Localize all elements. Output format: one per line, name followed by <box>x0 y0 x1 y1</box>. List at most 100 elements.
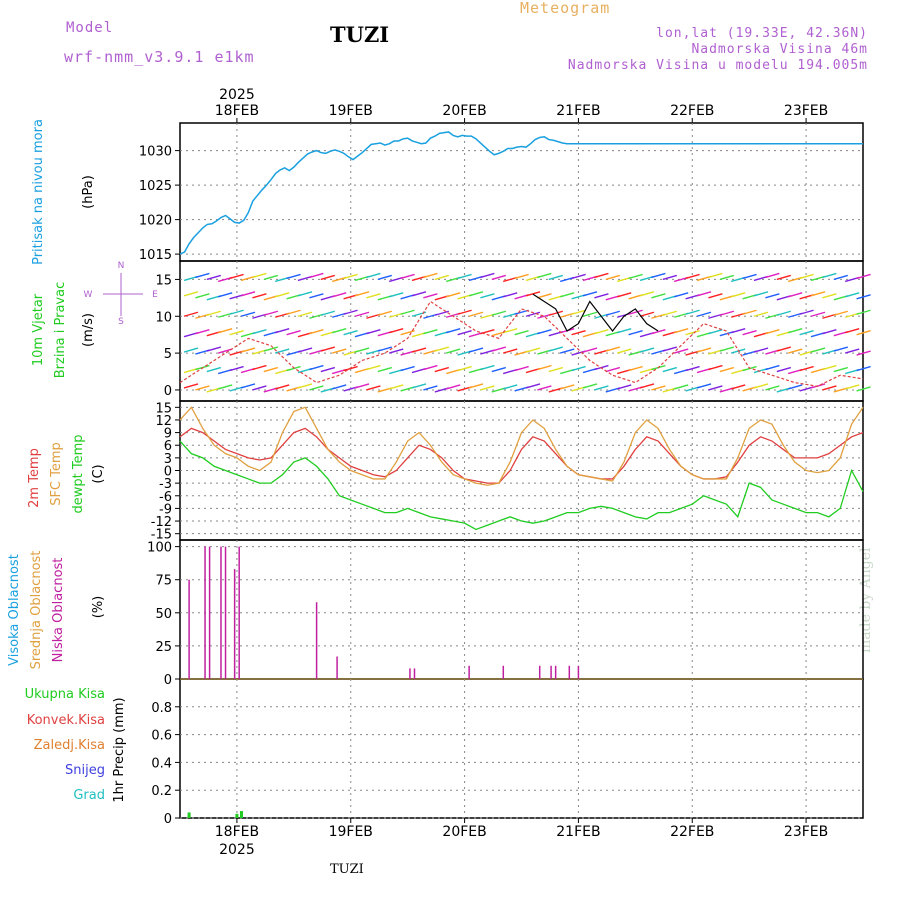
wind-barb <box>446 348 461 354</box>
wind-barb <box>389 384 404 390</box>
footer-station: TUZI <box>330 862 364 877</box>
wind-barb <box>776 366 791 373</box>
meteogram-label: Meteogram <box>520 0 611 17</box>
wind-barb <box>514 330 529 336</box>
wind-barb <box>263 310 278 316</box>
wind-barb <box>297 347 313 353</box>
wind-barb <box>605 346 620 352</box>
wind-barb <box>788 348 803 354</box>
wind-barb <box>400 330 415 336</box>
wind-barb <box>696 291 712 297</box>
wind-dir-label: Brzina i Pravac <box>53 282 68 379</box>
wind-barb <box>320 310 335 316</box>
wind-barb <box>685 330 700 336</box>
wind-barb <box>218 384 233 390</box>
wind-barb <box>662 274 677 281</box>
wind-barb <box>788 384 803 390</box>
wind-barb <box>354 311 370 317</box>
page-title: TUZI <box>330 22 390 47</box>
wind-barb <box>503 348 518 354</box>
wind-barb <box>229 365 244 372</box>
wind-barb <box>594 329 609 335</box>
wind-barb <box>639 383 655 389</box>
wind-barb <box>765 385 780 391</box>
y-tick-label: -6 <box>159 490 172 505</box>
wind-barb <box>206 274 221 281</box>
wind-barb <box>411 291 427 297</box>
wind-barb <box>810 347 826 353</box>
temp-dewpt-label: dewpt Temp <box>71 434 86 513</box>
precip-bar <box>235 813 239 818</box>
wind-barb <box>195 385 210 391</box>
wind-barb <box>822 329 837 335</box>
wind-barb <box>617 348 632 354</box>
y-tick-label: 25 <box>155 640 172 655</box>
wind-barb <box>446 384 461 390</box>
wind-barb <box>343 330 358 336</box>
wind-barb <box>674 384 689 390</box>
wind-barb <box>696 311 712 317</box>
wind-barb <box>571 273 586 280</box>
wind-barb <box>696 383 712 389</box>
wind-barb <box>788 328 803 334</box>
wind-barb <box>275 328 290 334</box>
wind-barb <box>366 364 381 371</box>
wind-barb <box>286 309 301 315</box>
wind-barb <box>206 310 221 316</box>
wind-barb <box>582 347 598 353</box>
wind-barb <box>537 329 552 335</box>
temp-unit-label: (C) <box>91 464 106 483</box>
wind-barb <box>297 383 313 389</box>
wind-barb <box>525 347 541 353</box>
wind-barb <box>286 330 301 336</box>
wind-barb <box>514 365 529 372</box>
wind-barb <box>833 366 848 373</box>
y-tick-label: -3 <box>159 477 172 492</box>
wind-barb <box>491 310 506 316</box>
wind-barb <box>195 329 210 335</box>
temp-dewpt-line <box>179 440 864 531</box>
wind-barb <box>457 273 472 280</box>
wind-barb <box>309 364 324 371</box>
y-tick-label: 50 <box>155 607 172 622</box>
wind-barb <box>468 291 484 297</box>
wind-barb <box>708 364 723 371</box>
wind-barb <box>742 309 757 315</box>
wind-barb <box>548 366 563 373</box>
wind-barb <box>639 311 655 317</box>
wind-barb <box>525 291 541 297</box>
wind-barb <box>240 347 256 353</box>
cloud-unit-label: (%) <box>91 596 106 619</box>
wind-barb <box>468 383 484 389</box>
wind-barb <box>582 383 598 389</box>
wind-barb <box>651 293 666 299</box>
wind-barb <box>434 366 449 373</box>
wind-barb <box>662 346 677 352</box>
wind-barb <box>229 330 244 336</box>
wind-barb <box>594 293 609 299</box>
wind-barb <box>845 292 860 298</box>
wind-barb <box>491 346 506 352</box>
wind-barb <box>343 273 358 280</box>
wind-barb <box>183 383 199 389</box>
wind-barb <box>776 274 791 281</box>
y-tick-label: 75 <box>155 574 172 589</box>
y-tick-label: 0.8 <box>151 701 172 716</box>
wind-barb <box>354 383 370 389</box>
elevation-label: Nadmorska Visina 46m <box>691 42 868 57</box>
wind-barb <box>457 365 472 372</box>
cloud-high-label: Visoka Oblacnost <box>7 554 22 666</box>
wind-barb <box>275 348 290 354</box>
wind-barb <box>548 274 563 281</box>
pressure-line <box>179 131 863 255</box>
wind-barb <box>674 292 689 298</box>
wind-barb <box>366 329 381 335</box>
x-day-label-bottom: 21FEB <box>556 824 600 840</box>
x-year-label-top: 2025 <box>219 87 255 103</box>
y-tick-label: 10 <box>155 310 172 325</box>
wind-barb <box>183 347 199 353</box>
wind-barb <box>411 383 427 389</box>
wind-barb <box>218 348 233 354</box>
wind-barb <box>218 292 233 298</box>
